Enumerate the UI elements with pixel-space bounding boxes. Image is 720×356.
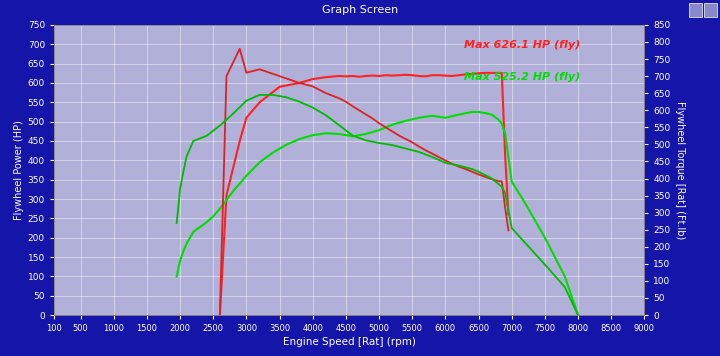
Bar: [704, 3, 717, 17]
Text: Graph Screen: Graph Screen: [322, 5, 398, 15]
Bar: [689, 3, 702, 17]
Text: Max 525.2 HP (fly): Max 525.2 HP (fly): [464, 72, 580, 82]
Text: Max 626.1 HP (fly): Max 626.1 HP (fly): [464, 40, 580, 50]
Y-axis label: Flywheel Torque [Rat] (Ft.lb): Flywheel Torque [Rat] (Ft.lb): [675, 101, 685, 239]
X-axis label: Engine Speed [Rat] (rpm): Engine Speed [Rat] (rpm): [283, 337, 415, 347]
Y-axis label: Flywheel Power (HP): Flywheel Power (HP): [14, 120, 24, 220]
